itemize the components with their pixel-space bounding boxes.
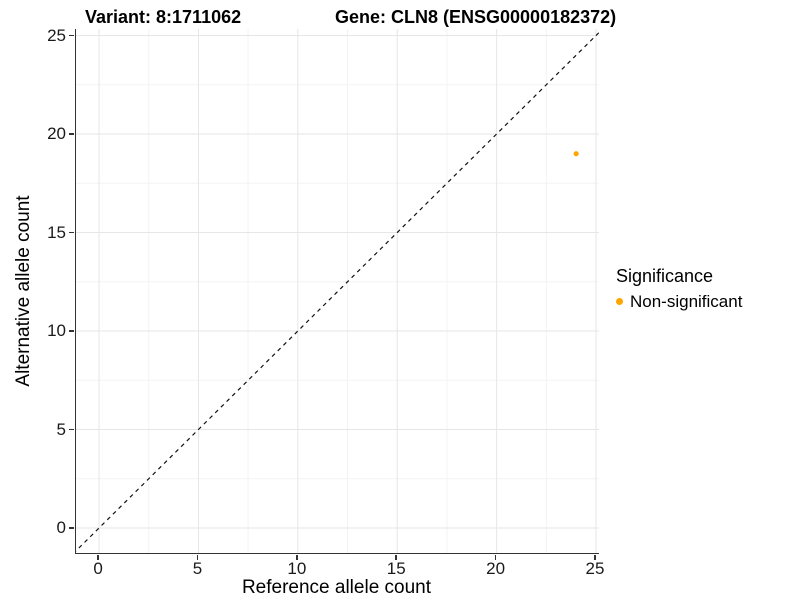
y-tick-label: 15: [47, 222, 66, 242]
legend-title: Significance: [616, 266, 714, 286]
x-tick-mark: [196, 555, 199, 560]
legend-items: Non-significant: [616, 291, 742, 312]
legend-item-label: Non-significant: [630, 292, 743, 311]
x-tick-mark: [97, 555, 99, 560]
x-tick-label: 25: [585, 559, 605, 578]
identity-line: [76, 31, 599, 552]
plot-area: [76, 29, 599, 553]
y-tick-label: 10: [47, 321, 66, 341]
y-tick-mark: [69, 428, 74, 431]
y-axis-title: Alternative allele count: [13, 195, 34, 387]
y-tick-label: 20: [47, 124, 66, 144]
y-tick-mark: [69, 34, 74, 37]
plot-panel: [75, 29, 599, 554]
data-point: [573, 151, 579, 157]
legend: Significance Non-significant: [616, 265, 742, 312]
y-tick-label: 0: [56, 518, 66, 538]
y-tick-mark: [69, 527, 74, 529]
x-tick-mark: [296, 555, 298, 560]
x-tick-label: 15: [386, 559, 406, 578]
y-tick-label: 5: [56, 419, 66, 439]
legend-point-icon: [616, 298, 623, 305]
x-tick-mark: [494, 555, 497, 560]
x-tick-label: 20: [486, 559, 506, 578]
y-tick-mark: [69, 330, 74, 332]
y-tick-mark: [69, 133, 74, 135]
x-tick-label: 10: [287, 559, 307, 578]
y-tick-label: 25: [47, 26, 66, 45]
plot-title-gene: Gene: CLN8 (ENSG00000182372): [335, 7, 617, 27]
x-tick-mark: [395, 555, 397, 560]
x-tick-label: 5: [192, 559, 203, 578]
x-tick-mark: [594, 555, 596, 560]
x-tick-label: 0: [93, 559, 103, 578]
y-tick-mark: [69, 231, 74, 234]
x-axis-title: Reference allele count: [241, 577, 432, 598]
legend-item: Non-significant: [616, 291, 742, 312]
plot-title-variant: Variant: 8:1711062: [85, 7, 242, 27]
